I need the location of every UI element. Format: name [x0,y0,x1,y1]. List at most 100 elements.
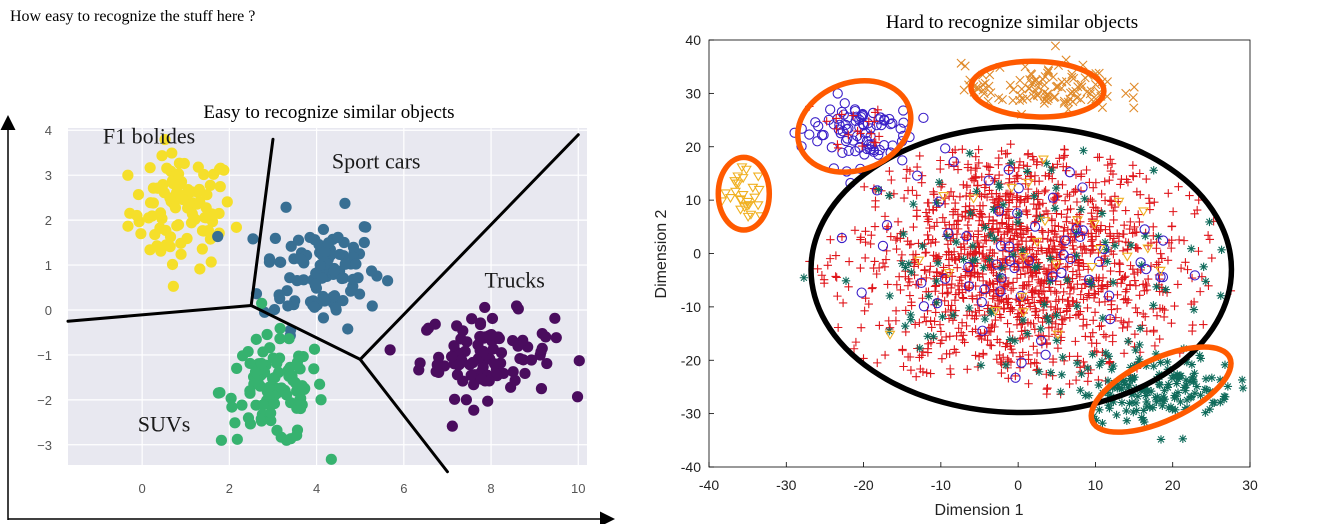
right-point-plus [1205,235,1215,244]
right-point-star [952,237,961,247]
left-point-green [257,399,269,411]
right-point-plus [1071,337,1080,346]
left-point-green [274,333,286,345]
left-cluster-label: Trucks [485,268,545,293]
right-point-star [1034,367,1044,376]
right-point-star [979,263,988,272]
right-point-plus [911,372,921,381]
right-point-plus [906,239,916,249]
right-point-plus [894,272,904,281]
right-point-plus [901,327,910,337]
right-point-plus [929,189,939,199]
right-point-triangle [1031,237,1043,247]
right-point-plus [1174,235,1184,245]
right-point-star [1137,413,1146,422]
right-point-plus [910,320,920,329]
right-point-plus [1057,244,1067,254]
right-point-plus [937,354,947,363]
right-point-plus [838,298,848,308]
right-point-star [1050,204,1060,213]
right-point-star [1122,416,1132,425]
right-point-plus [1023,193,1033,203]
right-point-plus [905,291,915,300]
right-point-plus [1021,179,1030,189]
right-point-star [932,298,941,307]
right-point-plus [1083,303,1092,313]
right-point-plus [1090,346,1099,356]
right-point-x [1128,93,1138,103]
left-y-tick-label: 0 [45,303,52,318]
right-point-plus [1022,224,1032,233]
right-point-plus [1199,320,1208,329]
right-point-circle [918,112,929,124]
right-point-circle [1009,262,1020,274]
right-point-plus [971,152,980,161]
right-point-x [1008,85,1018,95]
left-point-yellow [122,169,134,181]
right-point-plus [1176,263,1186,273]
right-y-tick-label: -40 [681,459,701,475]
right-point-star [1170,393,1179,403]
right-point-plus [1100,177,1109,186]
right-point-plus [905,352,915,362]
right-point-plus [1087,214,1097,224]
right-point-star [1030,263,1039,272]
right-point-plus [899,193,909,203]
right-point-x [1025,74,1035,85]
left-point-blue [334,248,346,261]
right-point-plus [961,271,970,280]
right-point-star [1216,291,1225,300]
right-point-circle [1104,290,1115,301]
right-point-plus [883,280,892,289]
right-point-plus [1059,287,1068,297]
right-point-triangle [938,191,950,202]
right-point-star [986,230,995,240]
right-x-tick-label: -40 [699,477,719,493]
left-point-green [280,389,293,401]
right-point-triangle [1121,252,1133,262]
left-point-yellow [230,221,243,233]
right-point-plus [1164,238,1174,248]
right-point-plus [963,365,972,374]
right-point-plus [1119,349,1129,358]
right-point-plus [950,345,959,354]
right-point-plus [1089,183,1098,192]
right-point-plus [970,314,979,323]
right-point-star [1164,403,1173,413]
right-point-plus [1021,192,1030,201]
left-point-yellow [172,188,185,200]
right-point-plus [1019,230,1028,239]
right-point-plus [915,318,924,327]
left-point-yellow [173,157,186,169]
right-point-plus [1027,272,1037,282]
left-point-purple [466,313,478,325]
right-point-plus [959,331,968,340]
right-point-plus [856,323,866,332]
right-point-plus [980,183,989,192]
right-point-plus [1036,281,1045,291]
right-point-plus [1063,190,1072,199]
right-point-plus [1179,236,1189,245]
right-point-plus [1068,257,1077,266]
right-point-plus [1204,281,1213,290]
right-point-star [1187,244,1196,253]
right-point-star [1208,398,1218,407]
right-point-triangle [724,194,736,204]
right-point-x [959,85,969,95]
right-point-star [1087,280,1096,289]
right-point-star [1127,390,1136,400]
right-point-plus [1142,174,1151,184]
right-point-plus [1008,348,1018,358]
right-point-plus [971,307,980,317]
right-point-plus [1088,196,1097,206]
right-point-star [1154,232,1163,241]
right-point-circle [840,119,851,131]
right-point-circle [1012,208,1023,219]
right-point-plus [1121,206,1130,215]
right-point-plus [825,254,835,263]
right-point-plus [974,216,984,225]
right-point-star [1163,383,1173,392]
page-heading: How easy to recognize the stuff here ? [10,8,256,25]
right-point-plus [1167,222,1176,231]
right-point-star [1182,403,1192,412]
